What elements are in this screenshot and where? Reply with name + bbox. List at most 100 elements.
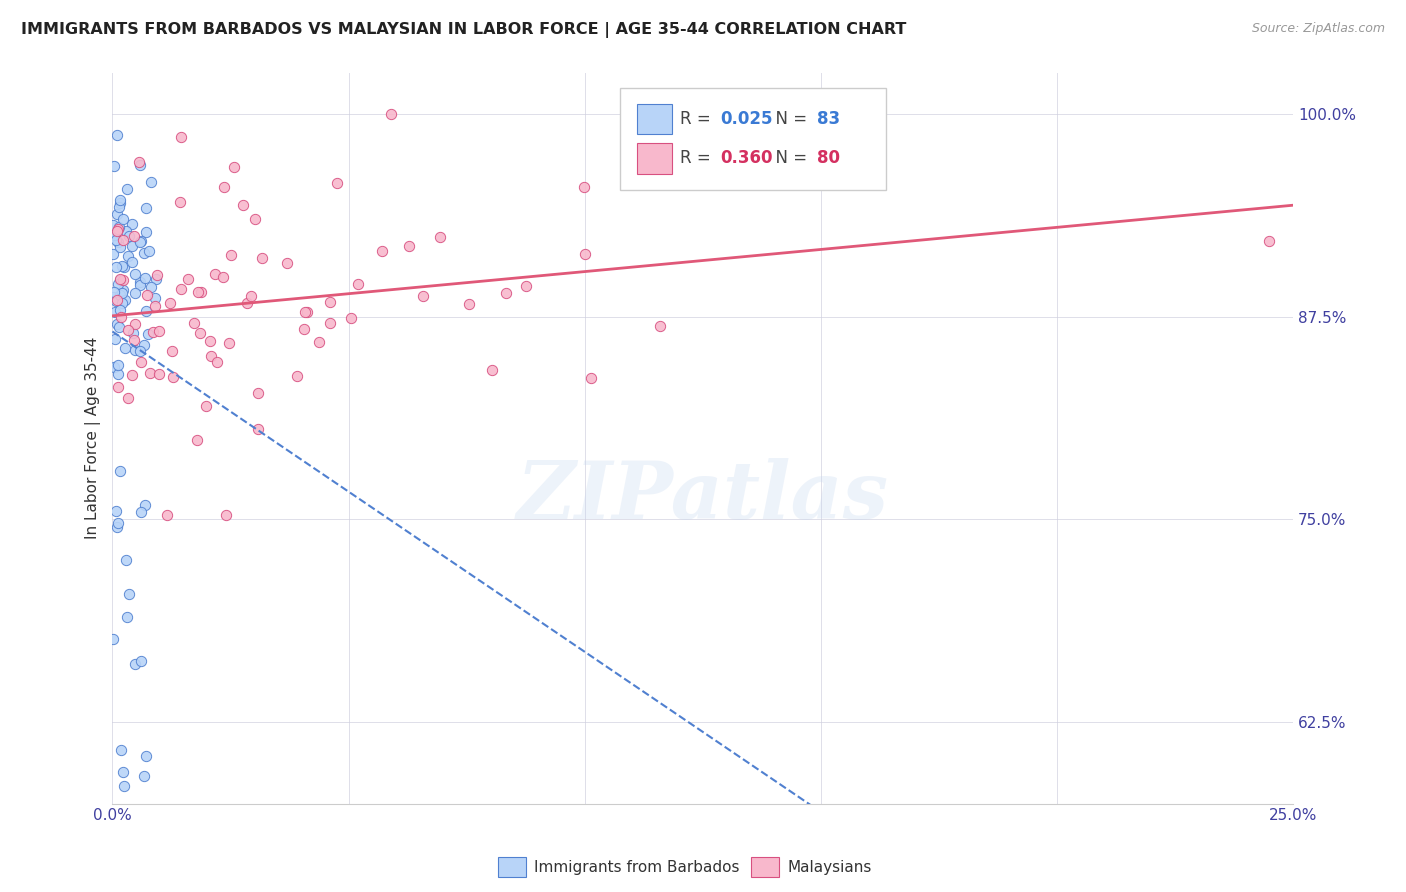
- Point: [135, 201, 157, 215]
- Point: [121, 368, 143, 382]
- Point: [129, 505, 152, 519]
- Point: [142, 325, 165, 339]
- Point: [294, 305, 316, 319]
- Point: [128, 276, 150, 290]
- Point: [110, 196, 132, 211]
- Point: [292, 322, 315, 336]
- Point: [121, 218, 143, 232]
- Point: [458, 297, 481, 311]
- Point: [143, 291, 166, 305]
- Point: [169, 195, 191, 210]
- Point: [218, 336, 240, 351]
- Point: [111, 273, 134, 287]
- Point: [115, 609, 138, 624]
- Point: [145, 272, 167, 286]
- Point: [111, 285, 134, 300]
- Point: [112, 211, 135, 226]
- Point: [141, 280, 163, 294]
- Point: [429, 230, 451, 244]
- Point: [111, 765, 134, 780]
- Text: R =: R =: [681, 150, 716, 168]
- Point: [319, 316, 342, 330]
- Point: [129, 278, 152, 293]
- Point: [183, 316, 205, 330]
- Point: [186, 433, 208, 447]
- Point: [117, 391, 139, 405]
- Point: [122, 334, 145, 348]
- Point: [129, 355, 152, 369]
- Point: [124, 657, 146, 671]
- Point: [104, 260, 127, 275]
- Point: [319, 295, 342, 310]
- FancyBboxPatch shape: [637, 143, 672, 174]
- Point: [117, 323, 139, 337]
- Point: [121, 255, 143, 269]
- Point: [105, 317, 128, 331]
- Point: [108, 302, 131, 317]
- Point: [380, 107, 402, 121]
- Point: [340, 310, 363, 325]
- Point: [101, 289, 124, 303]
- Point: [134, 769, 156, 783]
- FancyBboxPatch shape: [620, 87, 886, 190]
- Text: 0.025: 0.025: [720, 110, 773, 128]
- Point: [247, 386, 270, 401]
- Point: [146, 268, 169, 282]
- Point: [115, 224, 138, 238]
- Point: [112, 260, 135, 275]
- Point: [188, 326, 211, 341]
- Point: [103, 227, 125, 242]
- Point: [581, 370, 603, 384]
- Point: [108, 272, 131, 286]
- Point: [205, 355, 228, 369]
- Point: [105, 233, 128, 247]
- Text: 83: 83: [817, 110, 841, 128]
- Point: [112, 233, 135, 247]
- Point: [412, 288, 434, 302]
- Point: [247, 422, 270, 436]
- Point: [108, 464, 131, 478]
- Point: [250, 251, 273, 265]
- Text: Malaysians: Malaysians: [787, 860, 872, 874]
- Point: [139, 175, 162, 189]
- Point: [187, 285, 209, 299]
- Text: N =: N =: [765, 110, 813, 128]
- Point: [212, 180, 235, 194]
- Point: [170, 129, 193, 144]
- Text: 80: 80: [817, 150, 841, 168]
- Point: [138, 326, 160, 341]
- Point: [170, 282, 193, 296]
- Point: [128, 344, 150, 359]
- Point: [159, 295, 181, 310]
- Point: [103, 247, 125, 261]
- Point: [105, 128, 128, 142]
- Point: [111, 283, 134, 297]
- Point: [222, 160, 245, 174]
- Point: [108, 288, 131, 302]
- Point: [121, 326, 143, 340]
- Text: R =: R =: [681, 110, 716, 128]
- Point: [138, 244, 160, 258]
- Point: [794, 137, 817, 152]
- Text: 0.360: 0.360: [720, 150, 773, 168]
- Point: [134, 498, 156, 512]
- Point: [124, 286, 146, 301]
- Point: [132, 338, 155, 352]
- Point: [148, 324, 170, 338]
- Point: [105, 224, 128, 238]
- Point: [103, 285, 125, 300]
- Point: [128, 235, 150, 249]
- Point: [129, 234, 152, 248]
- Point: [111, 259, 134, 273]
- Point: [135, 749, 157, 764]
- Point: [243, 211, 266, 226]
- Text: ZIPatlas: ZIPatlas: [516, 458, 889, 535]
- Point: [212, 270, 235, 285]
- Point: [114, 293, 136, 307]
- Point: [240, 289, 263, 303]
- Point: [572, 180, 595, 194]
- Point: [135, 304, 157, 318]
- Point: [650, 319, 672, 334]
- Point: [160, 344, 183, 359]
- Point: [114, 341, 136, 355]
